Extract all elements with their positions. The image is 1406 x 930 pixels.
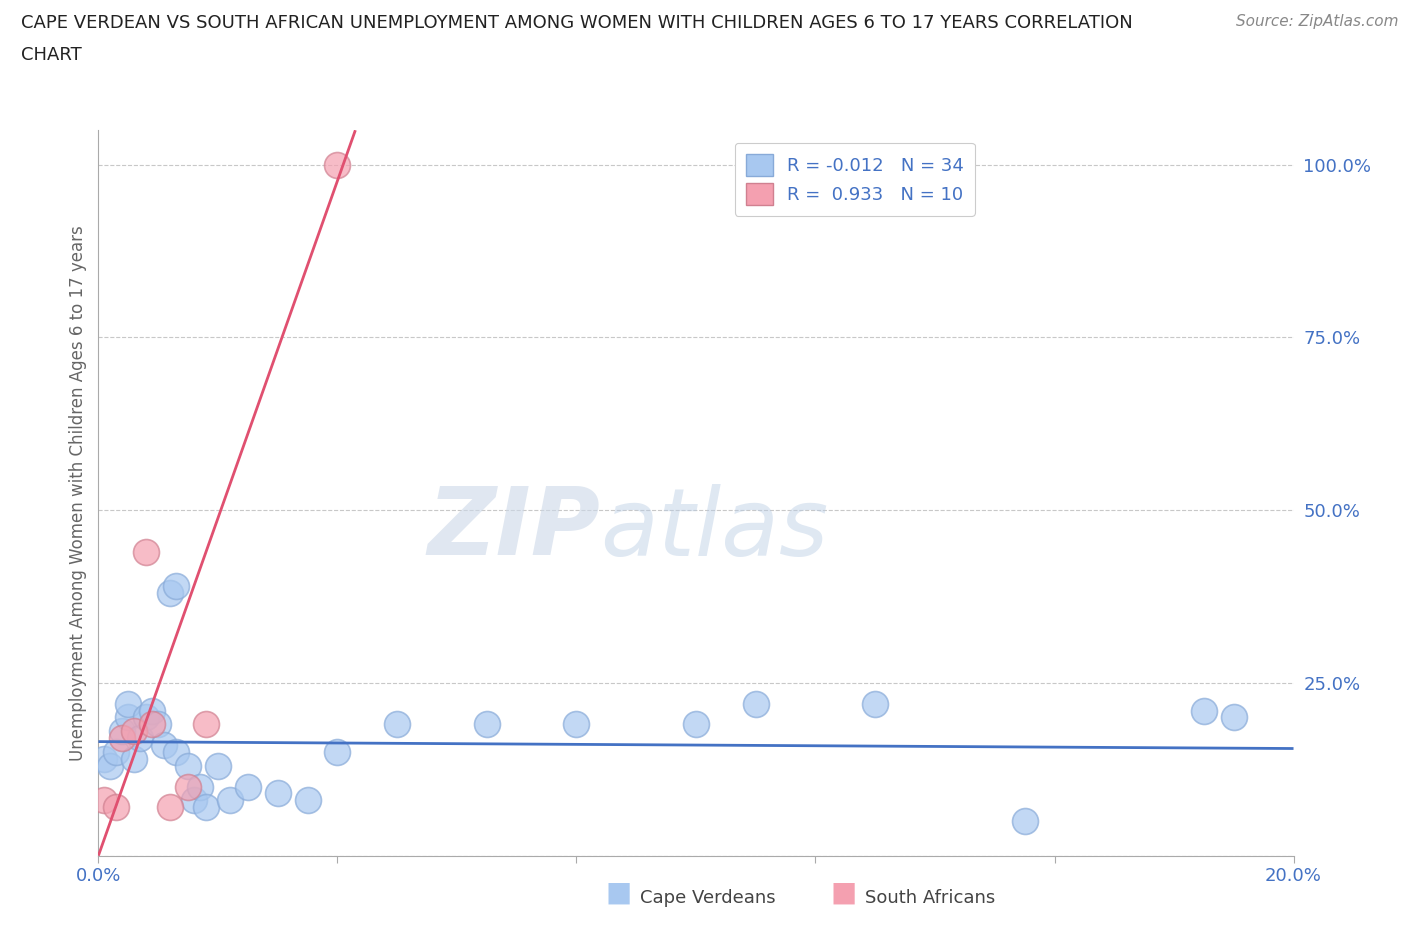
Point <box>236 779 259 794</box>
Point <box>207 758 229 773</box>
Point <box>124 724 146 738</box>
Point <box>93 793 115 808</box>
Point <box>129 731 152 746</box>
Point <box>475 717 498 732</box>
Text: CHART: CHART <box>21 46 82 64</box>
Text: ■: ■ <box>606 879 631 907</box>
Point <box>183 793 205 808</box>
Point <box>98 758 122 773</box>
Text: CAPE VERDEAN VS SOUTH AFRICAN UNEMPLOYMENT AMONG WOMEN WITH CHILDREN AGES 6 TO 1: CAPE VERDEAN VS SOUTH AFRICAN UNEMPLOYME… <box>21 14 1133 32</box>
Text: Source: ZipAtlas.com: Source: ZipAtlas.com <box>1236 14 1399 29</box>
Point <box>219 793 242 808</box>
Point <box>117 697 139 711</box>
Y-axis label: Unemployment Among Women with Children Ages 6 to 17 years: Unemployment Among Women with Children A… <box>69 225 87 761</box>
Point <box>385 717 409 732</box>
Point <box>105 745 128 760</box>
Point <box>1014 814 1036 829</box>
Point <box>117 710 139 724</box>
Point <box>565 717 588 732</box>
Point <box>153 737 176 752</box>
Point <box>1192 703 1215 718</box>
Point <box>141 717 163 732</box>
Text: ■: ■ <box>831 879 856 907</box>
Point <box>297 793 319 808</box>
Point <box>865 697 887 711</box>
Point <box>135 544 157 559</box>
Point <box>1223 710 1246 724</box>
Point <box>194 800 218 815</box>
Point <box>177 779 200 794</box>
Point <box>105 800 128 815</box>
Point <box>326 745 349 760</box>
Point <box>148 717 170 732</box>
Point <box>194 717 218 732</box>
Point <box>135 710 157 724</box>
Point <box>141 703 163 718</box>
Text: atlas: atlas <box>600 484 828 575</box>
Point <box>159 800 181 815</box>
Point <box>165 578 187 593</box>
Point <box>111 731 134 746</box>
Point <box>685 717 707 732</box>
Point <box>177 758 200 773</box>
Point <box>93 751 115 766</box>
Point <box>326 157 349 172</box>
Text: Cape Verdeans: Cape Verdeans <box>640 889 775 907</box>
Point <box>124 751 146 766</box>
Point <box>188 779 211 794</box>
Point <box>111 724 134 738</box>
Legend: R = -0.012   N = 34, R =  0.933   N = 10: R = -0.012 N = 34, R = 0.933 N = 10 <box>735 143 974 216</box>
Point <box>267 786 290 801</box>
Point <box>159 586 181 601</box>
Text: ZIP: ZIP <box>427 484 600 575</box>
Text: South Africans: South Africans <box>865 889 995 907</box>
Point <box>165 745 187 760</box>
Point <box>745 697 768 711</box>
